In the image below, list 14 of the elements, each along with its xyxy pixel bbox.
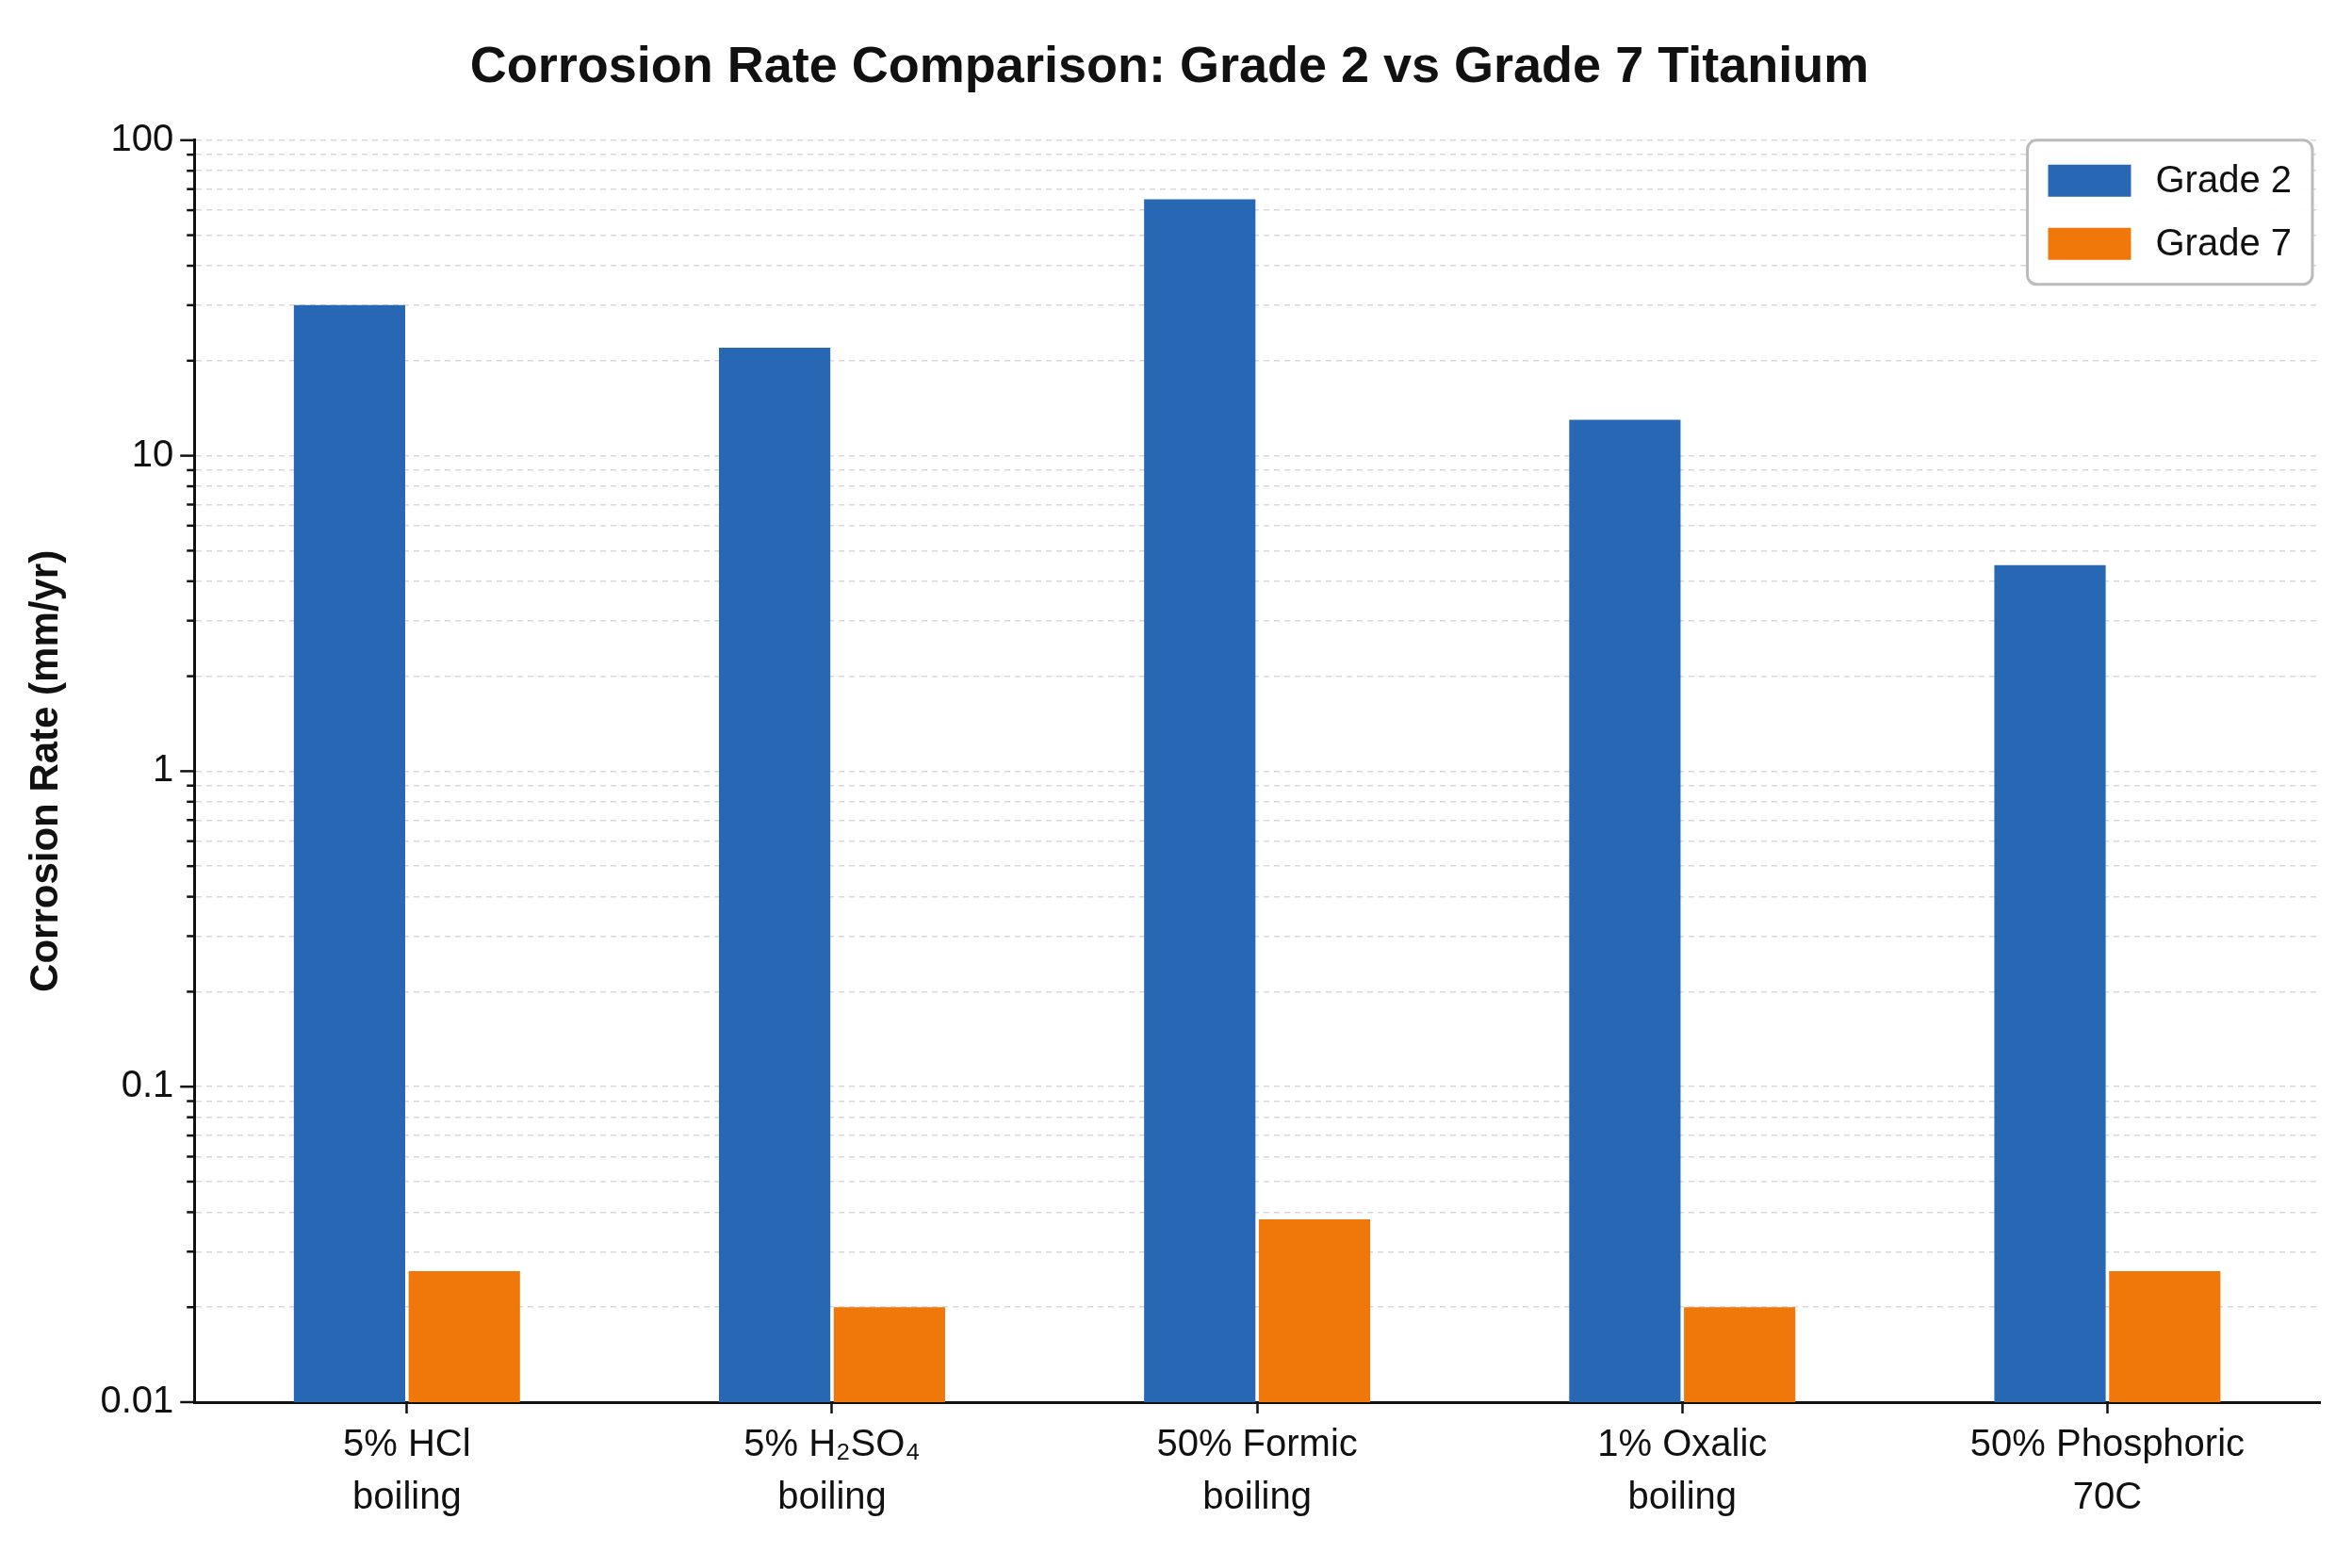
x-tick-label: 5% H₂SO₄ boiling	[743, 1422, 921, 1517]
x-tick-label: 1% Oxalic boiling	[1597, 1422, 1768, 1517]
y-axis-title: Corrosion Rate (mm/yr)	[21, 549, 66, 992]
legend-label: Grade 7	[2155, 220, 2292, 263]
x-tick-label: 50% Formic boiling	[1156, 1422, 1358, 1517]
y-tick-label: 0.1	[121, 1063, 174, 1105]
y-tick-label: 10	[131, 432, 174, 474]
y-tick-label: 1	[153, 747, 174, 790]
chart-title: Corrosion Rate Comparison: Grade 2 vs Grade 7 Titanium	[469, 36, 1870, 93]
y-tick-label: 0.01	[100, 1379, 174, 1421]
y-tick-label: 100	[110, 116, 174, 158]
x-tick-label: 50% Phosphoric 70C	[1969, 1422, 2246, 1517]
x-tick-label: 5% HCl boiling	[343, 1422, 471, 1517]
legend-label: Grade 2	[2155, 157, 2292, 200]
